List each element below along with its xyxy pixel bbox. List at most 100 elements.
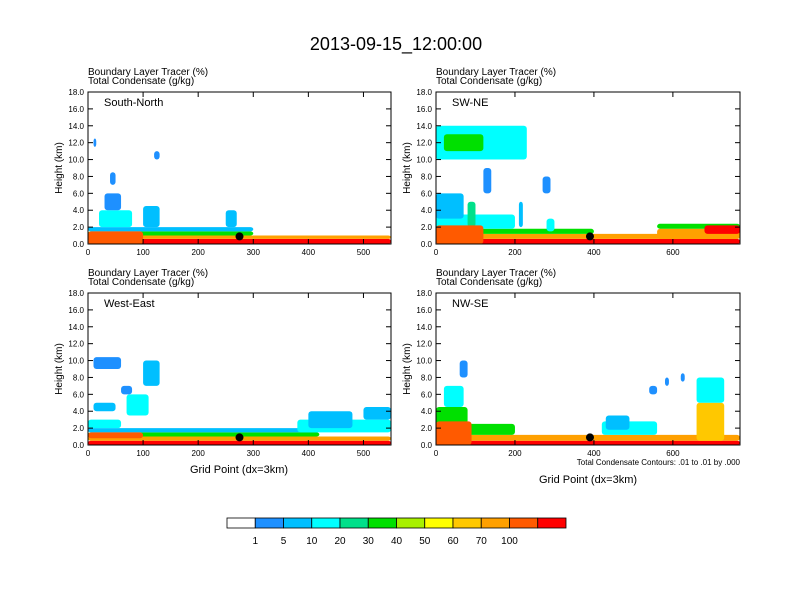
colorbar-label: 60: [447, 536, 459, 547]
y-tick-label: 4.0: [421, 206, 433, 215]
y-tick-label: 14.0: [416, 122, 432, 131]
colorbar-label: 50: [419, 536, 431, 547]
x-tick-label: 0: [86, 449, 91, 458]
y-tick-label: 0.0: [421, 240, 433, 249]
plot-frame: [87, 91, 392, 245]
y-tick-label: 6.0: [421, 189, 433, 198]
y-tick-label: 6.0: [421, 390, 433, 399]
y-tick-label: 18.0: [416, 289, 432, 298]
x-axis-label-right: Grid Point (dx=3km): [539, 474, 637, 486]
colorbar-swatch: [424, 517, 454, 529]
tracer-region: [88, 432, 144, 439]
x-tick-label: 300: [247, 449, 261, 458]
colorbar-swatch: [367, 517, 397, 529]
y-tick-label: 8.0: [421, 172, 433, 181]
x-tick-label: 200: [192, 449, 206, 458]
tracer-region: [436, 421, 472, 445]
tracer-region: [88, 428, 320, 433]
plot-frame: [435, 91, 741, 245]
colorbar-label: 100: [501, 536, 518, 547]
tracer-region: [518, 201, 523, 228]
tracer-region: [308, 411, 353, 429]
y-tick-label: 6.0: [73, 390, 85, 399]
y-tick-label: 16.0: [416, 306, 432, 315]
contour-field-label: Total Condensate (g/kg): [436, 76, 542, 87]
tracer-region: [436, 193, 464, 219]
y-tick-label: 2.0: [73, 424, 85, 433]
y-tick-label: 0.0: [421, 441, 433, 450]
x-tick-label: 0: [86, 248, 91, 257]
tracer-region: [121, 385, 133, 395]
tracer-region: [363, 407, 391, 420]
colorbar-label: 1: [252, 536, 258, 547]
tracer-region: [93, 138, 97, 147]
figure-title: 2013-09-15_12:00:00: [310, 34, 482, 55]
tracer-region: [546, 218, 555, 232]
panel-west-east: Boundary Layer Tracer (%)Total Condensat…: [54, 268, 392, 458]
plot-frame: [435, 292, 741, 446]
y-tick-label: 10.0: [68, 156, 84, 165]
panels: Boundary Layer Tracer (%)Total Condensat…: [54, 67, 741, 486]
x-tick-label: 400: [587, 248, 601, 257]
contour-field-label: Total Condensate (g/kg): [436, 277, 542, 288]
tracer-region: [88, 227, 254, 232]
colorbar-label: 30: [363, 536, 375, 547]
colorbar-swatch: [339, 517, 369, 529]
tracer-region: [225, 210, 237, 228]
y-tick-label: 12.0: [416, 139, 432, 148]
y-tick-label: 0.0: [73, 240, 85, 249]
panel-title: SW-NE: [452, 97, 488, 109]
panel-sw-ne: Boundary Layer Tracer (%)Total Condensat…: [402, 67, 741, 257]
panel-title: South-North: [104, 97, 163, 109]
y-tick-label: 4.0: [73, 407, 85, 416]
fill-field-label: Boundary Layer Tracer (%): [88, 268, 208, 279]
panel-south-north: Boundary Layer Tracer (%)Total Condensat…: [54, 67, 392, 257]
tracer-region: [436, 238, 740, 244]
x-tick-label: 600: [666, 449, 680, 458]
y-tick-label: 8.0: [73, 172, 85, 181]
contour-field-label: Total Condensate (g/kg): [88, 277, 194, 288]
x-tick-label: 0: [434, 248, 439, 257]
y-tick-label: 8.0: [73, 373, 85, 382]
y-tick-label: 12.0: [68, 340, 84, 349]
colorbar-swatch: [509, 517, 539, 529]
colorbar-swatch: [311, 517, 341, 529]
y-tick-label: 4.0: [73, 206, 85, 215]
y-tick-label: 2.0: [73, 223, 85, 232]
tracer-region: [88, 238, 391, 244]
x-tick-label: 600: [666, 248, 680, 257]
location-marker: [235, 433, 244, 442]
y-tick-label: 14.0: [68, 122, 84, 131]
tracer-region: [443, 134, 484, 152]
plot-area: [88, 92, 391, 244]
x-tick-label: 200: [192, 248, 206, 257]
tracer-region: [436, 225, 484, 244]
x-tick-label: 400: [587, 449, 601, 458]
y-tick-label: 12.0: [68, 139, 84, 148]
y-tick-label: 6.0: [73, 189, 85, 198]
fill-field-label: Boundary Layer Tracer (%): [436, 67, 556, 78]
x-tick-label: 500: [357, 248, 371, 257]
y-tick-label: 2.0: [421, 424, 433, 433]
y-axis-label: Height (km): [54, 343, 65, 395]
colorbar-swatch: [537, 517, 567, 529]
x-tick-label: 200: [508, 248, 522, 257]
x-tick-label: 500: [357, 449, 371, 458]
colorbar-swatch: [254, 517, 284, 529]
tracer-region: [680, 373, 685, 382]
y-tick-label: 4.0: [421, 407, 433, 416]
tracer-region: [126, 394, 149, 416]
tracer-region: [443, 385, 464, 407]
tracer-region: [605, 415, 630, 430]
tracer-region: [542, 176, 551, 194]
tracer-region: [88, 231, 144, 244]
tracer-region: [696, 377, 725, 403]
colorbar-label: 40: [391, 536, 403, 547]
location-marker: [585, 433, 594, 442]
shaded-field: [436, 125, 740, 244]
panel-title: NW-SE: [452, 298, 488, 310]
colorbar-label: 10: [306, 536, 318, 547]
y-tick-label: 16.0: [68, 105, 84, 114]
x-tick-label: 400: [302, 449, 316, 458]
